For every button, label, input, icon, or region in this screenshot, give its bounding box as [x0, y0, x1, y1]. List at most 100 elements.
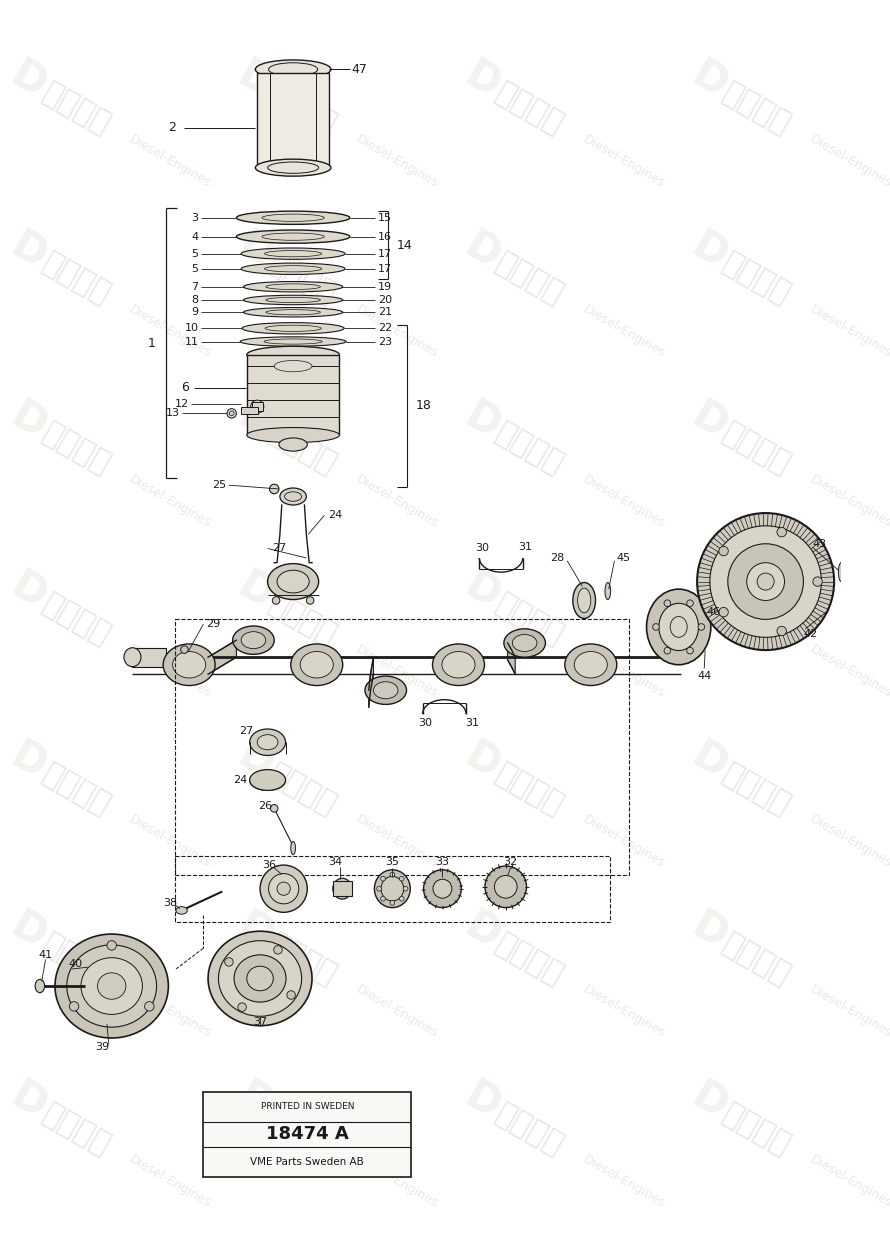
Text: 21: 21: [378, 308, 392, 318]
Ellipse shape: [400, 876, 404, 881]
Ellipse shape: [227, 409, 237, 418]
Text: 41: 41: [38, 950, 53, 960]
Text: Diesel-Engines: Diesel-Engines: [127, 982, 214, 1040]
Ellipse shape: [55, 934, 168, 1038]
Bar: [241, 406, 258, 414]
Ellipse shape: [269, 62, 318, 76]
Text: D: D: [230, 564, 281, 618]
Ellipse shape: [376, 886, 382, 891]
Ellipse shape: [266, 310, 320, 315]
Ellipse shape: [374, 681, 398, 699]
Text: Diesel-Engines: Diesel-Engines: [580, 302, 668, 360]
Text: D: D: [230, 905, 281, 958]
Ellipse shape: [270, 484, 279, 494]
Ellipse shape: [244, 308, 343, 318]
Text: Diesel-Engines: Diesel-Engines: [807, 642, 890, 700]
Ellipse shape: [574, 651, 607, 678]
Text: 紫发动力: 紫发动力: [490, 79, 568, 140]
Ellipse shape: [244, 295, 343, 305]
Ellipse shape: [224, 958, 233, 966]
Text: Diesel-Engines: Diesel-Engines: [807, 302, 890, 360]
Text: 24: 24: [233, 775, 247, 785]
Text: 紫发动力: 紫发动力: [36, 759, 115, 820]
Text: 9: 9: [191, 308, 198, 318]
Text: Diesel-Engines: Diesel-Engines: [127, 132, 214, 190]
Text: D: D: [3, 1075, 54, 1129]
Ellipse shape: [268, 162, 319, 174]
Text: 26: 26: [258, 801, 271, 811]
Ellipse shape: [403, 886, 408, 891]
Ellipse shape: [442, 651, 475, 678]
Ellipse shape: [400, 896, 404, 901]
Text: D: D: [457, 394, 507, 448]
Text: 33: 33: [435, 858, 449, 868]
Text: 11: 11: [184, 336, 198, 346]
Ellipse shape: [173, 651, 206, 678]
Ellipse shape: [333, 879, 352, 899]
Bar: [252, 402, 263, 411]
Ellipse shape: [250, 729, 286, 755]
Text: 44: 44: [697, 671, 711, 681]
Text: 12: 12: [175, 399, 190, 409]
Text: 31: 31: [519, 541, 532, 551]
Text: 紫发动力: 紫发动力: [717, 929, 795, 990]
Text: Diesel-Engines: Diesel-Engines: [580, 982, 668, 1040]
Text: Diesel-Engines: Diesel-Engines: [580, 1152, 668, 1210]
Ellipse shape: [264, 250, 321, 256]
Ellipse shape: [365, 676, 407, 705]
Ellipse shape: [757, 572, 774, 590]
Text: D: D: [3, 734, 54, 788]
Ellipse shape: [232, 626, 274, 654]
Ellipse shape: [269, 874, 299, 904]
Text: 紫发动力: 紫发动力: [490, 929, 568, 990]
Ellipse shape: [777, 528, 787, 536]
Ellipse shape: [208, 931, 312, 1026]
Text: D: D: [230, 734, 281, 788]
Ellipse shape: [381, 896, 385, 901]
Text: D: D: [230, 1075, 281, 1129]
Text: D: D: [3, 564, 54, 618]
Ellipse shape: [277, 570, 309, 592]
Text: D: D: [3, 54, 54, 107]
Ellipse shape: [247, 966, 273, 991]
Text: 紫发动力: 紫发动力: [36, 1099, 115, 1160]
Text: 紫发动力: 紫发动力: [263, 249, 342, 310]
Text: 42: 42: [804, 629, 818, 639]
Text: 紫发动力: 紫发动力: [263, 1099, 342, 1160]
Text: D: D: [3, 905, 54, 958]
Text: PRINTED IN SWEDEN: PRINTED IN SWEDEN: [261, 1101, 354, 1111]
Ellipse shape: [255, 159, 331, 176]
Ellipse shape: [777, 626, 787, 636]
Text: Diesel-Engines: Diesel-Engines: [580, 472, 668, 530]
Ellipse shape: [390, 900, 394, 905]
Ellipse shape: [605, 582, 611, 600]
Ellipse shape: [306, 596, 314, 604]
Ellipse shape: [291, 644, 343, 685]
Text: 3: 3: [191, 213, 198, 222]
Text: Diesel-Engines: Diesel-Engines: [353, 472, 441, 530]
Text: 29: 29: [206, 619, 220, 629]
Ellipse shape: [242, 322, 344, 334]
Text: 紫发动力: 紫发动力: [263, 929, 342, 990]
Ellipse shape: [230, 411, 234, 416]
Ellipse shape: [687, 648, 693, 654]
Text: Diesel-Engines: Diesel-Engines: [127, 1152, 214, 1210]
Ellipse shape: [279, 488, 306, 505]
Ellipse shape: [67, 945, 157, 1028]
Text: Diesel-Engines: Diesel-Engines: [127, 302, 214, 360]
Text: 43: 43: [813, 539, 827, 549]
Ellipse shape: [274, 360, 312, 371]
Ellipse shape: [279, 438, 307, 451]
Text: D: D: [3, 224, 54, 278]
Text: 47: 47: [352, 62, 368, 76]
Text: D: D: [684, 54, 734, 107]
Text: 8: 8: [191, 295, 198, 305]
Ellipse shape: [240, 336, 346, 346]
Text: Diesel-Engines: Diesel-Engines: [580, 642, 668, 700]
Text: 30: 30: [418, 719, 433, 729]
Bar: [333, 881, 352, 896]
Text: 27: 27: [239, 726, 253, 736]
Ellipse shape: [697, 512, 834, 650]
Ellipse shape: [390, 872, 394, 877]
Ellipse shape: [300, 651, 333, 678]
